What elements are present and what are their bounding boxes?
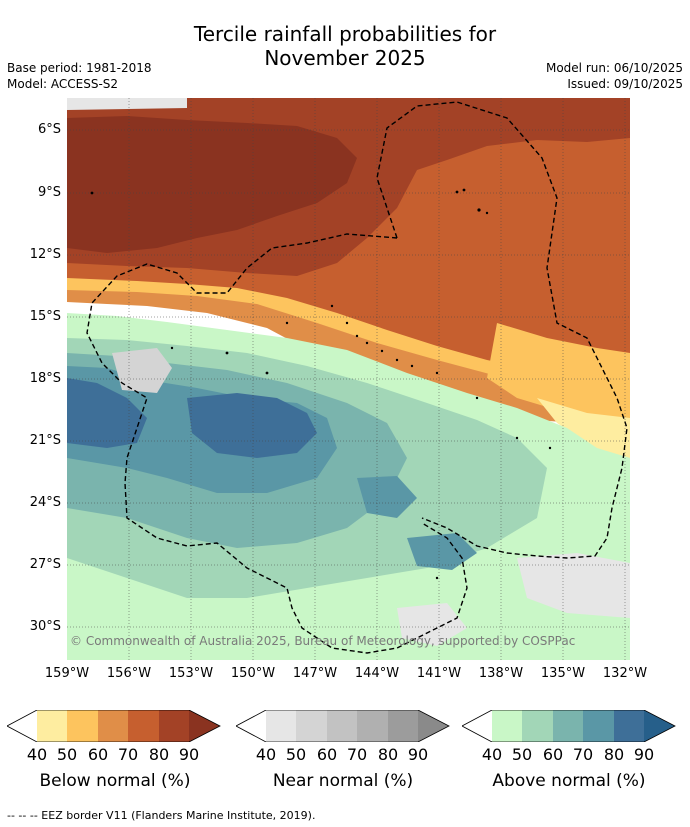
title-line-1: Tercile rainfall probabilities for	[193, 22, 497, 46]
cbar-tick: 60	[316, 745, 338, 764]
cbar-tick: 40	[481, 745, 503, 764]
cbar-tick: 90	[178, 745, 200, 764]
cbar-swatch	[418, 710, 449, 742]
cbar-tick: 70	[117, 745, 139, 764]
model-label: Model: ACCESS-S2	[7, 77, 119, 91]
above-normal-80-core	[67, 378, 147, 448]
rainfall-probability-map	[67, 98, 630, 660]
colorbar-below-normal	[7, 710, 221, 742]
lon-tick: 135°W	[540, 666, 586, 681]
cbar-tick: 70	[572, 745, 594, 764]
model-run-label: Model run: 06/10/2025	[545, 61, 683, 75]
cbar-swatch	[357, 710, 388, 742]
title-line-2: November 2025	[264, 46, 426, 70]
lat-tick: 27°S	[29, 557, 61, 572]
eez-border-tuamotu	[86, 233, 468, 654]
cbar-tick: 50	[56, 745, 78, 764]
cbar-swatch	[644, 710, 675, 742]
cbar-tick: 90	[633, 745, 655, 764]
lon-tick: 153°W	[168, 666, 214, 681]
cbar-swatch	[189, 710, 220, 742]
lat-tick: 18°S	[29, 371, 61, 386]
base-period-label: Base period: 1981-2018	[7, 61, 152, 75]
lat-tick: 21°S	[29, 433, 61, 448]
cbar-tick: 40	[26, 745, 48, 764]
eez-borders	[86, 101, 628, 654]
eez-border-marquesas	[376, 101, 628, 559]
cbar-swatch	[7, 710, 37, 742]
cbar-swatch	[492, 710, 522, 742]
cbar-swatch	[583, 710, 614, 742]
cbar-tick: 90	[407, 745, 429, 764]
lon-tick: 141°W	[416, 666, 462, 681]
cbar-tick: 50	[511, 745, 533, 764]
lon-tick: 159°W	[44, 666, 90, 681]
below-normal-50-east	[487, 323, 630, 428]
near-normal-patch-west	[112, 348, 172, 393]
island-markers	[90, 188, 552, 580]
cbar-tick: 80	[148, 745, 170, 764]
near-normal-patch-se	[517, 553, 630, 618]
cbar-tick: 60	[87, 745, 109, 764]
eez-legend-note: -- -- -- EEZ border V11 (Flanders Marine…	[7, 809, 316, 822]
lon-tick: 138°W	[478, 666, 524, 681]
cbar-label-below: Below normal (%)	[39, 771, 191, 791]
meta-right: Model run: 06/10/2025 Issued: 09/10/2025	[546, 60, 683, 92]
cbar-tick: 80	[377, 745, 399, 764]
near-normal-patch-ne	[67, 98, 187, 110]
cbar-swatch	[388, 710, 418, 742]
issued-label: Issued: 09/10/2025	[567, 77, 683, 91]
lon-tick: 150°W	[230, 666, 276, 681]
cbar-swatch	[37, 710, 67, 742]
copyright-notice: © Commonwealth of Australia 2025, Bureau…	[70, 634, 576, 648]
above-normal-70-patch-south	[407, 533, 477, 570]
cbar-swatch	[462, 710, 492, 742]
cbar-swatch	[327, 710, 357, 742]
cbar-swatch	[266, 710, 296, 742]
cbar-label-above: Above normal (%)	[492, 771, 646, 791]
meta-left: Base period: 1981-2018 Model: ACCESS-S2	[7, 60, 152, 92]
cbar-tick: 70	[346, 745, 368, 764]
cbar-swatch	[553, 710, 583, 742]
lon-tick: 144°W	[354, 666, 400, 681]
cbar-tick: 60	[542, 745, 564, 764]
cbar-swatch	[98, 710, 128, 742]
lat-tick: 12°S	[29, 247, 61, 262]
below-normal-90-band	[67, 116, 357, 253]
cbar-tick: 50	[285, 745, 307, 764]
cbar-swatch	[522, 710, 553, 742]
lat-tick: 30°S	[29, 619, 61, 634]
cbar-swatch	[67, 710, 98, 742]
cbar-swatch	[614, 710, 644, 742]
near-normal-patch-south	[397, 603, 467, 646]
above-normal-80-core-2	[187, 393, 317, 458]
lon-tick: 156°W	[106, 666, 152, 681]
lat-tick: 24°S	[29, 495, 61, 510]
lon-tick: 147°W	[292, 666, 338, 681]
cbar-swatch	[159, 710, 189, 742]
colorbar-above-normal	[462, 710, 676, 742]
lat-tick: 15°S	[29, 309, 61, 324]
cbar-label-near: Near normal (%)	[272, 771, 414, 791]
above-normal-70-patch-east	[357, 476, 417, 518]
lat-tick: 9°S	[37, 185, 61, 200]
lat-tick: 6°S	[37, 122, 61, 137]
lon-tick: 132°W	[602, 666, 648, 681]
graticule	[67, 98, 630, 660]
cbar-swatch	[296, 710, 327, 742]
cbar-tick: 80	[603, 745, 625, 764]
cbar-tick: 40	[255, 745, 277, 764]
cbar-swatch	[128, 710, 159, 742]
map-title: Tercile rainfall probabilities for Novem…	[0, 22, 690, 70]
colorbar-near-normal	[236, 710, 450, 742]
cbar-swatch	[236, 710, 266, 742]
